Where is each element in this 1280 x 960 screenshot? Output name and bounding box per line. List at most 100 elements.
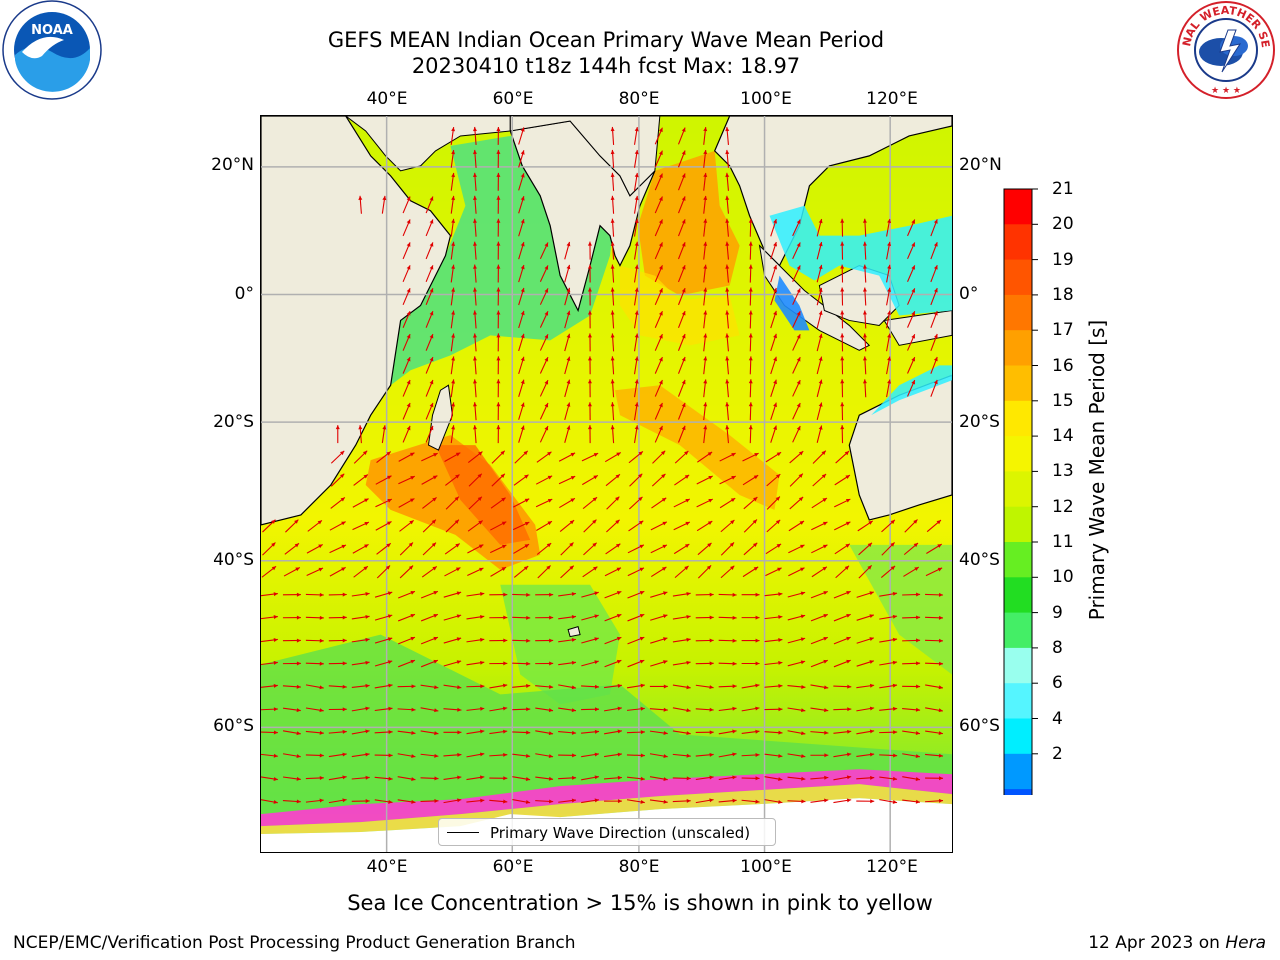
wave-arrow-head [501,521,507,526]
wave-arrow-head [365,660,370,665]
wave-arrow-head [798,473,803,478]
wave-arrow-head [523,566,529,571]
wave-arrow-head [938,685,943,690]
wave-arrow-head [387,521,392,526]
wave-arrow-head [822,521,828,526]
wave-arrow-head [411,777,416,781]
wave-arrow-head [796,311,801,316]
southern-green-patch-1 [500,584,620,705]
wave-arrow-head [451,264,456,269]
wave-arrow-head [778,592,783,597]
wave-arrow-head [911,265,916,270]
wave-arrow-head [451,127,456,132]
colorbar-label: 8 [1052,637,1063,658]
wave-arrow-head [342,661,347,666]
wave-arrow-head [658,127,663,133]
colorbar-label: 2 [1052,743,1063,764]
wave-arrow-head [937,544,942,548]
wave-arrow-head [587,287,592,292]
wave-arrow-head [847,729,852,734]
wave-arrow-head [840,287,845,292]
map-panel [260,115,953,853]
southwest-red-core [435,445,531,545]
wave-arrow-head [938,592,944,597]
wave-arrow-head [617,706,622,711]
wave-arrow-head [638,473,643,478]
wave-arrow-head [342,752,347,757]
wave-arrow-head [846,659,851,664]
wave-arrow-head [892,683,898,688]
colorbar-label: 20 [1052,214,1074,235]
wave-arrow-head [502,706,508,711]
wave-arrow-head [938,661,944,666]
wave-arrow-head [472,126,477,132]
wave-arrow-head [571,637,576,642]
wave-arrow-head [617,799,622,804]
wave-arrow-head [939,776,944,781]
wave-arrow-head [778,707,783,712]
wave-arrow-head [472,287,477,292]
wave-arrow-head [660,450,666,455]
wave-arrow-head [773,264,778,270]
wave-arrow-head [571,615,576,619]
wave-arrow-head [548,708,554,713]
wave-arrow-head [358,425,363,430]
wave-arrow-head [709,661,714,666]
wave-arrow-head [364,498,369,503]
wave-arrow-head [472,149,477,155]
wave-arrow-head [634,195,639,201]
wave-arrow-head [477,473,482,478]
wave-arrow-head [776,543,782,548]
wave-arrow-head [451,356,456,361]
wave-arrow-head [451,287,456,292]
wave-arrow-head [592,542,597,547]
wave-arrow-head [503,592,508,597]
sea-ice-note: Sea Ice Concentration > 15% is shown in … [347,891,933,915]
wave-arrow-head [634,264,639,269]
wave-arrow-head [547,475,553,480]
wave-arrow-head [846,636,851,641]
wave-arrow-head [593,453,599,457]
wave-arrow-head [890,565,896,571]
wave-arrow-head [273,707,278,712]
wave-arrow-head [845,498,851,503]
wave-arrow-head [388,776,393,781]
wave-arrow-head [753,566,759,571]
wave-arrow-head [730,565,735,570]
wave-arrow-head [775,496,780,501]
wave-arrow-head [634,150,639,155]
wave-arrow-head [520,127,525,132]
wave-arrow-head [822,566,827,571]
wave-arrow-head [796,265,801,270]
wave-arrow-head [406,334,411,339]
colorbar-label: 18 [1052,284,1074,305]
wave-arrow-head [634,310,639,315]
wave-arrow-head [938,753,944,758]
colorbar-swatch [1004,577,1032,614]
wave-arrow-head [319,730,324,735]
wave-arrow-head [658,150,663,156]
wave-arrow-head [406,379,411,385]
wave-arrow-head [566,402,571,407]
wave-arrow-head [592,519,597,524]
wave-arrow-head [725,264,730,269]
chart-title-line1: GEFS MEAN Indian Ocean Primary Wave Mean… [327,28,885,52]
wave-arrow-head [547,521,552,526]
wave-arrow-head [520,425,525,430]
wave-arrow-head [755,729,760,734]
wave-arrow-head [773,287,778,293]
wave-arrow-head [681,150,686,155]
wave-arrow-head [570,476,576,480]
wave-arrow-head [869,637,874,641]
lon-tick-bottom-100e: 100°E [740,857,792,877]
wave-arrow-head [913,519,918,524]
wave-arrow-head [824,708,829,713]
wave-arrow-head [911,288,916,293]
wave-arrow-head [478,544,484,549]
wave-arrow-head [703,287,708,292]
wave-arrow-head [610,402,615,407]
wave-arrow-head [457,775,462,780]
lat-tick-left-20n: 20°N [211,155,254,175]
wave-arrow-head [818,287,823,293]
wave-arrow-head [342,729,347,734]
